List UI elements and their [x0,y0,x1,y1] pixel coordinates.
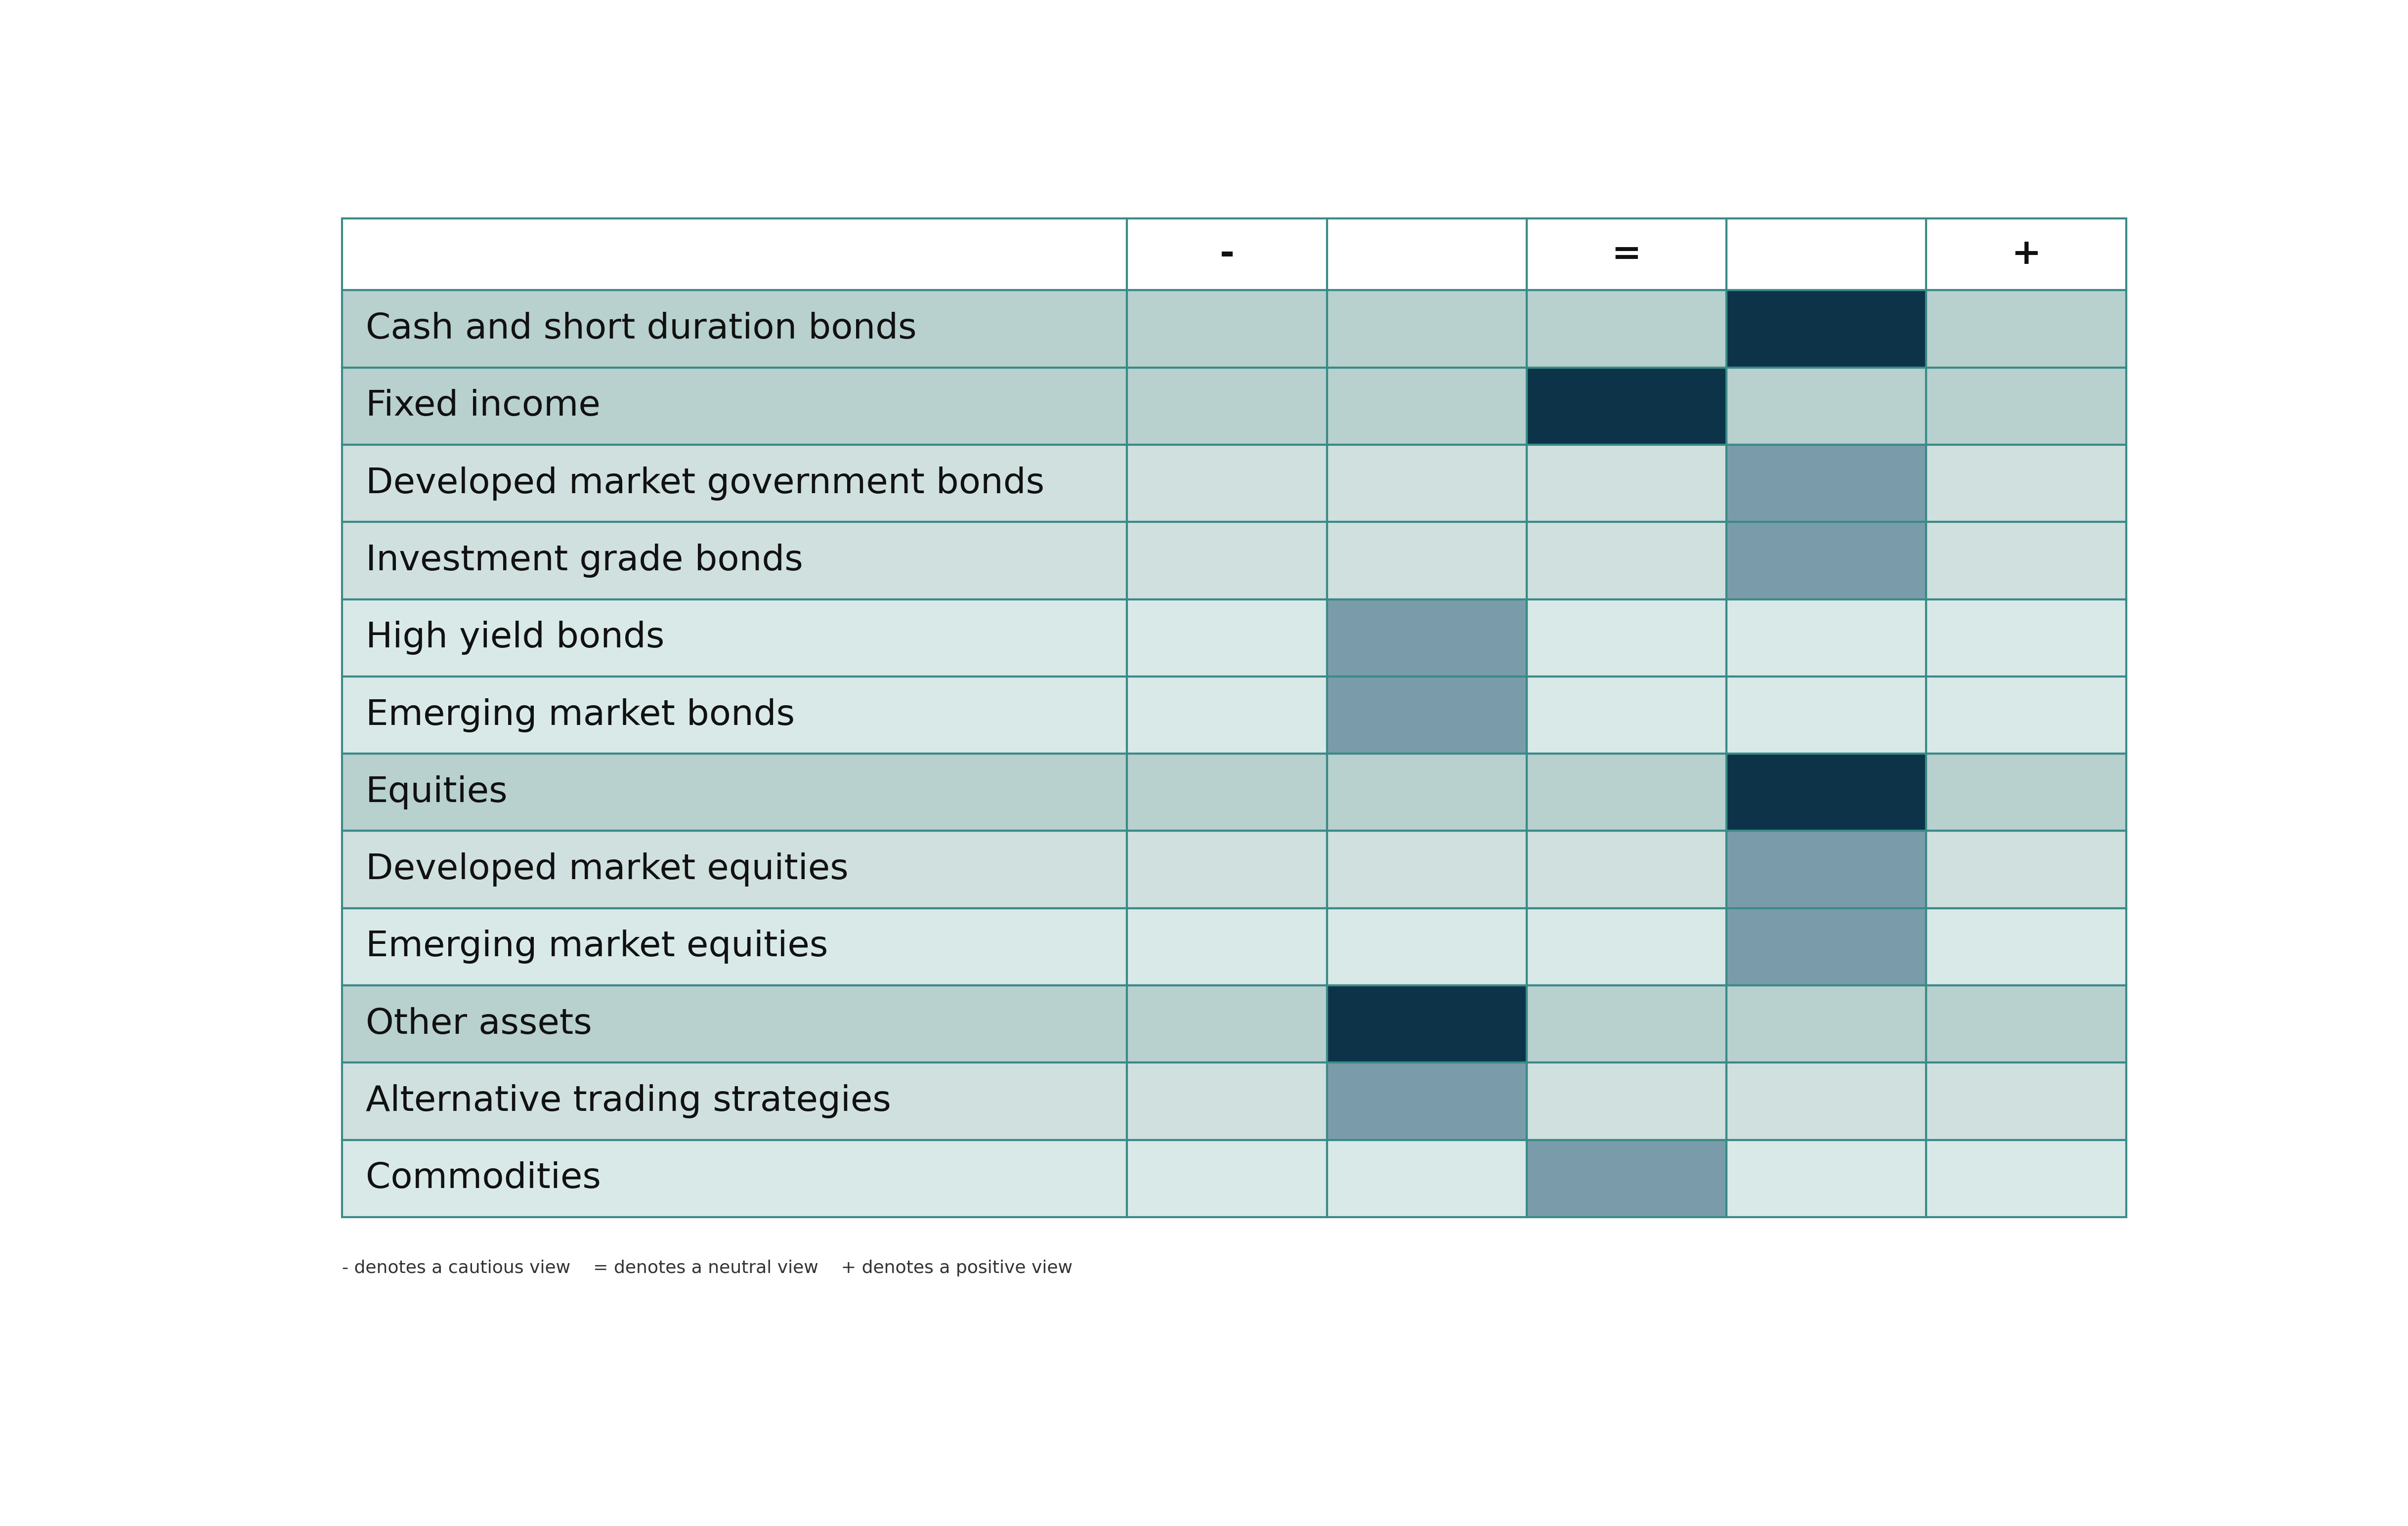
Bar [1127,368,1327,444]
Text: Developed market equities: Developed market equities [366,853,848,887]
Text: Commodities: Commodities [366,1161,602,1195]
Bar [1926,600,2126,676]
Bar [1527,1062,1727,1140]
Bar [1926,522,2126,600]
Bar [1727,368,1926,444]
Bar [1926,832,2126,908]
Text: -: - [1218,237,1235,272]
Bar [1127,754,1327,832]
Bar [1727,1062,1926,1140]
Bar [1527,908,1727,986]
Bar [1327,754,1527,832]
Text: Cash and short duration bonds: Cash and short duration bonds [366,311,917,346]
Bar [342,218,1127,290]
Bar [1527,1140,1727,1218]
Bar [1127,676,1327,754]
Bar [1926,218,2126,290]
Bar [1527,444,1727,522]
Bar [342,444,1127,522]
Bar [1527,290,1727,368]
Bar [1727,908,1926,986]
Bar [1727,600,1926,676]
Bar [1926,1062,2126,1140]
Bar [1327,832,1527,908]
Text: Investment grade bonds: Investment grade bonds [366,543,802,578]
Bar [1727,1140,1926,1218]
Bar [1127,290,1327,368]
Bar [1527,986,1727,1062]
Bar [1727,444,1926,522]
Bar [1527,600,1727,676]
Bar [342,522,1127,600]
Bar [1527,832,1727,908]
Text: - denotes a cautious view    = denotes a neutral view    + denotes a positive vi: - denotes a cautious view = denotes a ne… [342,1259,1072,1276]
Bar [1327,676,1527,754]
Bar [1327,290,1527,368]
Bar [1327,218,1527,290]
Bar [342,676,1127,754]
Bar [1727,522,1926,600]
Text: +: + [2011,237,2042,272]
Bar [1327,368,1527,444]
Bar [1127,444,1327,522]
Bar [342,832,1127,908]
Text: Fixed income: Fixed income [366,389,600,423]
Bar [1327,986,1527,1062]
Bar [1127,986,1327,1062]
Bar [1727,218,1926,290]
Bar [1327,444,1527,522]
Bar [1527,368,1727,444]
Text: Alternative trading strategies: Alternative trading strategies [366,1085,891,1119]
Bar [1127,1140,1327,1218]
Bar [1127,908,1327,986]
Bar [1327,1140,1527,1218]
Bar [1926,754,2126,832]
Bar [342,1140,1127,1218]
Bar [1127,1062,1327,1140]
Bar [1127,522,1327,600]
Bar [1926,444,2126,522]
Bar [1926,908,2126,986]
Bar [1926,676,2126,754]
Bar [342,1062,1127,1140]
Bar [1727,676,1926,754]
Bar [1727,832,1926,908]
Bar [1926,368,2126,444]
Bar [1727,290,1926,368]
Bar [1327,1062,1527,1140]
Bar [1926,290,2126,368]
Bar [1527,218,1727,290]
Bar [1727,986,1926,1062]
Bar [1127,218,1327,290]
Bar [342,986,1127,1062]
Text: High yield bonds: High yield bonds [366,621,665,655]
Text: Other assets: Other assets [366,1007,592,1041]
Bar [342,368,1127,444]
Bar [1926,1140,2126,1218]
Text: Developed market government bonds: Developed market government bonds [366,467,1045,501]
Bar [1926,986,2126,1062]
Bar [342,290,1127,368]
Text: Emerging market equities: Emerging market equities [366,929,828,964]
Bar [1127,600,1327,676]
Text: =: = [1611,237,1642,272]
Bar [1527,754,1727,832]
Bar [1527,522,1727,600]
Bar [1327,600,1527,676]
Bar [342,754,1127,832]
Bar [1527,676,1727,754]
Bar [1727,754,1926,832]
Bar [342,908,1127,986]
Bar [1127,832,1327,908]
Text: Equities: Equities [366,775,508,809]
Bar [1327,908,1527,986]
Bar [342,600,1127,676]
Text: Emerging market bonds: Emerging market bonds [366,697,795,732]
Bar [1327,522,1527,600]
